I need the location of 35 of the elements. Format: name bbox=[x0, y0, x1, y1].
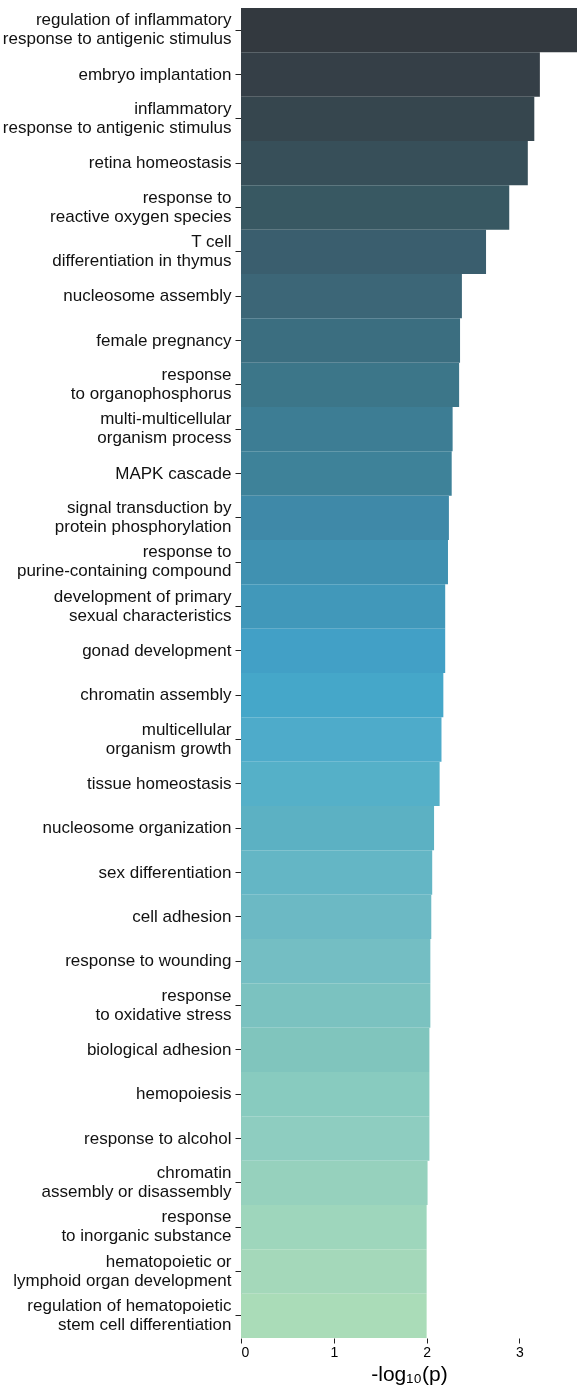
y-tick-label: female pregnancy bbox=[96, 330, 232, 350]
x-tick-label: 1 bbox=[330, 1343, 339, 1360]
y-tick-label: sex differentiation bbox=[98, 862, 232, 882]
x-tick-label: 2 bbox=[423, 1343, 432, 1360]
x-axis-title: -log₁₀(p) bbox=[371, 1361, 448, 1385]
y-tick-label: response to wounding bbox=[65, 951, 232, 971]
y-tick-label: chromatin assembly bbox=[80, 685, 232, 705]
y-tick-label: nucleosome organization bbox=[42, 818, 232, 838]
y-tick-label: response to oxidative stress bbox=[95, 985, 232, 1024]
y-tick-label: hematopoietic or lymphoid organ development bbox=[13, 1251, 232, 1290]
y-tick-label: embryo implantation bbox=[78, 64, 232, 84]
y-tick-label: nucleosome assembly bbox=[63, 286, 232, 306]
y-tick-label: response to inorganic substance bbox=[61, 1207, 232, 1246]
y-tick-label: multi-multicellular organism process bbox=[97, 409, 232, 448]
y-tick-label: multicellular organism growth bbox=[105, 719, 232, 758]
y-tick-label: response to alcohol bbox=[84, 1128, 232, 1148]
y-tick-label: retina homeostasis bbox=[88, 153, 232, 173]
y-tick-label: biological adhesion bbox=[86, 1039, 232, 1059]
y-tick-label: response to purine-containing compound bbox=[16, 542, 232, 581]
y-tick-label: regulation of inflammatory response to antigenic stimulus bbox=[2, 10, 232, 49]
y-tick-label: inflammatory response to antigenic stimulus bbox=[2, 98, 232, 137]
y-tick-label: tissue homeostasis bbox=[86, 773, 232, 793]
y-tick-label: T cell differentiation in thymus bbox=[52, 231, 232, 270]
x-tick-label: 3 bbox=[516, 1343, 525, 1360]
y-tick-label: cell adhesion bbox=[132, 906, 232, 926]
y-tick-label: gonad development bbox=[82, 640, 232, 660]
y-tick-label: MAPK cascade bbox=[115, 463, 232, 483]
y-tick-label: chromatin assembly or disassembly bbox=[41, 1162, 232, 1201]
y-tick-label: signal transduction by protein phosphorylation bbox=[54, 497, 232, 536]
y-tick-label: regulation of hematopoietic stem cell differentiation bbox=[27, 1295, 232, 1334]
y-tick-label: hemopoiesis bbox=[136, 1084, 232, 1104]
y-tick-label: development of primary sexual characteristics bbox=[53, 586, 232, 625]
y-tick-label: response to reactive oxygen species bbox=[50, 187, 232, 226]
x-tick-label: 0 bbox=[241, 1343, 250, 1360]
y-tick-label: response to organophosphorus bbox=[70, 364, 232, 403]
